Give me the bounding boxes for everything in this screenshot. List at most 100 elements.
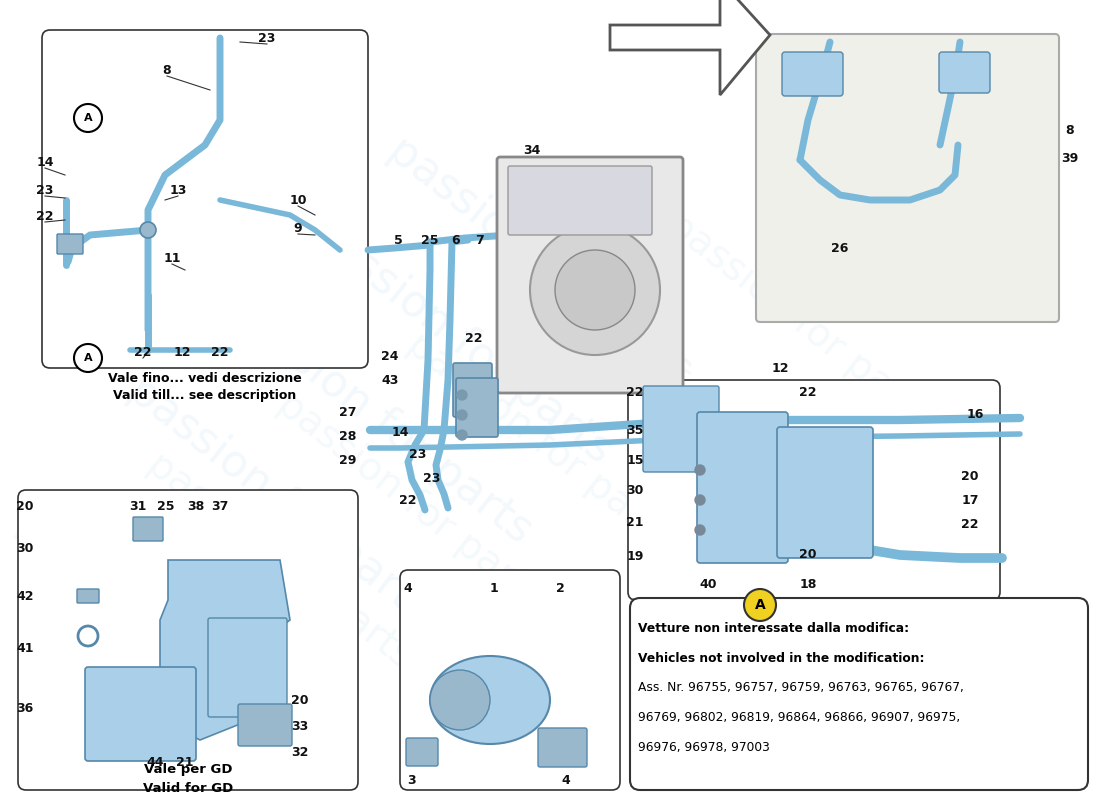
Text: 35: 35 (626, 423, 644, 437)
FancyBboxPatch shape (77, 589, 99, 603)
Circle shape (456, 410, 468, 420)
Text: 2: 2 (556, 582, 564, 594)
FancyBboxPatch shape (57, 234, 82, 254)
Text: 29: 29 (339, 454, 356, 466)
FancyBboxPatch shape (453, 363, 492, 417)
Ellipse shape (430, 656, 550, 744)
Text: 10: 10 (289, 194, 307, 206)
Text: Valid till... see description: Valid till... see description (113, 390, 297, 402)
Text: passion for parts: passion for parts (399, 325, 680, 555)
Text: 24: 24 (382, 350, 398, 362)
FancyBboxPatch shape (697, 412, 788, 563)
Circle shape (456, 390, 468, 400)
Circle shape (695, 495, 705, 505)
FancyBboxPatch shape (782, 52, 843, 96)
Text: 39: 39 (1062, 151, 1079, 165)
Text: 23: 23 (36, 183, 54, 197)
Text: 19: 19 (626, 550, 644, 562)
Text: 8: 8 (1066, 123, 1075, 137)
Circle shape (744, 589, 775, 621)
Text: Vetture non interessate dalla modifica:: Vetture non interessate dalla modifica: (638, 622, 909, 634)
Text: 28: 28 (339, 430, 356, 442)
Text: 36: 36 (16, 702, 34, 714)
Text: Valid for GD: Valid for GD (143, 782, 233, 794)
FancyBboxPatch shape (644, 386, 719, 472)
FancyBboxPatch shape (400, 570, 620, 790)
Text: 15: 15 (626, 454, 644, 466)
Text: 18: 18 (800, 578, 816, 591)
Text: 26: 26 (832, 242, 849, 254)
Circle shape (695, 465, 705, 475)
Text: 22: 22 (211, 346, 229, 358)
Text: 22: 22 (134, 346, 152, 358)
Text: 20: 20 (16, 499, 34, 513)
FancyBboxPatch shape (630, 598, 1088, 790)
FancyBboxPatch shape (42, 30, 369, 368)
Text: 34: 34 (524, 143, 541, 157)
Text: 31: 31 (130, 499, 146, 513)
Text: passion for parts: passion for parts (220, 288, 540, 552)
Circle shape (530, 225, 660, 355)
Text: 22: 22 (961, 518, 979, 530)
Text: passion for parts: passion for parts (270, 385, 550, 615)
Text: 21: 21 (176, 755, 194, 769)
Text: passion for parts: passion for parts (660, 205, 940, 435)
Text: 7: 7 (475, 234, 484, 246)
FancyBboxPatch shape (456, 378, 498, 437)
Text: 22: 22 (800, 386, 816, 398)
Text: 96769, 96802, 96819, 96864, 96866, 96907, 96975,: 96769, 96802, 96819, 96864, 96866, 96907… (638, 711, 960, 725)
FancyBboxPatch shape (756, 34, 1059, 322)
Text: 43: 43 (382, 374, 398, 386)
Text: 16: 16 (966, 409, 983, 422)
Text: A: A (84, 353, 92, 363)
Text: 96976, 96978, 97003: 96976, 96978, 97003 (638, 742, 770, 754)
Text: 12: 12 (771, 362, 789, 374)
FancyBboxPatch shape (238, 704, 292, 746)
Text: 8: 8 (163, 63, 172, 77)
Circle shape (74, 104, 102, 132)
Text: 33: 33 (292, 719, 309, 733)
Text: 3: 3 (408, 774, 416, 786)
Polygon shape (610, 0, 770, 95)
FancyBboxPatch shape (208, 618, 287, 717)
Text: A: A (755, 598, 766, 612)
Text: 1: 1 (490, 582, 498, 594)
Text: A: A (84, 113, 92, 123)
Text: 12: 12 (174, 346, 190, 358)
Text: 5: 5 (394, 234, 403, 246)
Text: 41: 41 (16, 642, 34, 654)
FancyBboxPatch shape (406, 738, 438, 766)
Text: passion for parts: passion for parts (120, 368, 440, 632)
Text: 14: 14 (36, 155, 54, 169)
Text: 20: 20 (292, 694, 309, 706)
FancyBboxPatch shape (497, 157, 683, 393)
Text: 27: 27 (339, 406, 356, 418)
Text: 42: 42 (16, 590, 34, 602)
Text: passion for parts: passion for parts (379, 128, 701, 392)
Text: 32: 32 (292, 746, 309, 758)
Circle shape (140, 222, 156, 238)
Text: 20: 20 (800, 549, 816, 562)
Text: 9: 9 (294, 222, 302, 234)
Text: passion for parts: passion for parts (10, 505, 290, 735)
Text: 23: 23 (424, 471, 441, 485)
Text: 11: 11 (163, 251, 180, 265)
FancyBboxPatch shape (939, 52, 990, 93)
Circle shape (456, 430, 468, 440)
Text: 23: 23 (409, 447, 427, 461)
FancyBboxPatch shape (18, 490, 358, 790)
FancyBboxPatch shape (538, 728, 587, 767)
Text: passion for parts: passion for parts (299, 208, 620, 472)
FancyBboxPatch shape (133, 517, 163, 541)
FancyBboxPatch shape (508, 166, 652, 235)
Text: Vale per GD: Vale per GD (144, 763, 232, 777)
Text: Vehicles not involved in the modification:: Vehicles not involved in the modificatio… (638, 651, 924, 665)
Text: 30: 30 (626, 483, 644, 497)
Text: 22: 22 (626, 386, 644, 398)
Polygon shape (160, 560, 290, 740)
FancyBboxPatch shape (85, 667, 196, 761)
Text: 4: 4 (404, 582, 412, 594)
Text: 25: 25 (421, 234, 439, 246)
Text: 17: 17 (961, 494, 979, 506)
Text: 40: 40 (700, 578, 717, 591)
